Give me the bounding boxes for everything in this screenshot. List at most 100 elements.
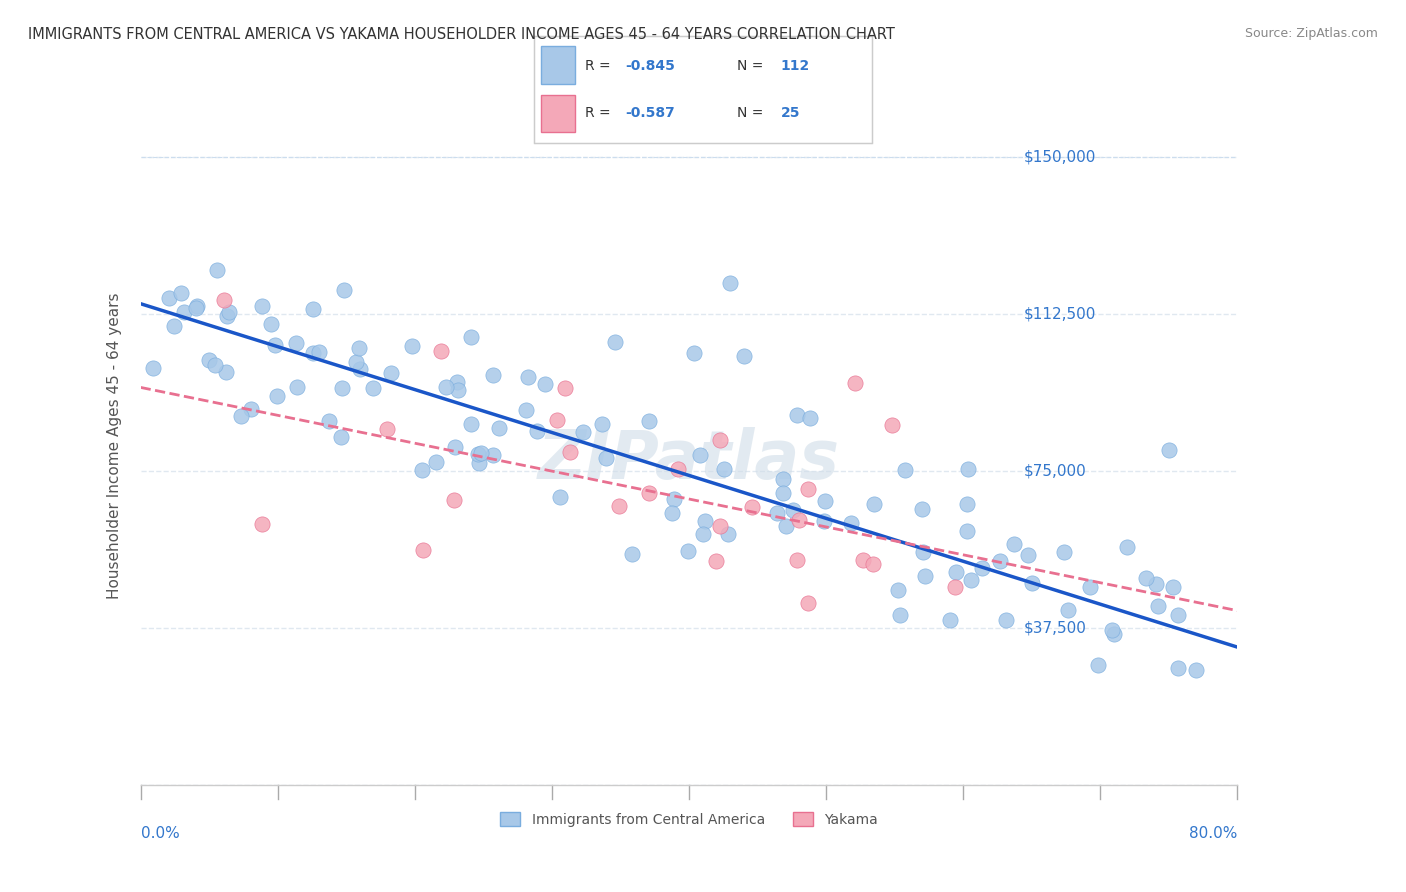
Point [766, 506, 789, 520]
Point [741, 500, 763, 514]
Point [285, 380, 308, 394]
Point [318, 414, 340, 428]
Point [263, 338, 285, 352]
Point [434, 380, 457, 394]
Point [266, 389, 288, 403]
Point [205, 263, 228, 277]
Point [638, 414, 661, 428]
Point [308, 344, 330, 359]
Point [1135, 570, 1157, 584]
FancyBboxPatch shape [541, 46, 575, 84]
Point [591, 417, 613, 431]
Point [796, 482, 818, 496]
Point [1056, 603, 1078, 617]
Point [572, 425, 595, 439]
Point [482, 448, 505, 462]
Point [1144, 576, 1167, 591]
Point [425, 455, 447, 469]
Point [1163, 580, 1185, 594]
Text: 0.0%: 0.0% [141, 826, 180, 840]
Point [713, 462, 735, 476]
Point [1167, 661, 1189, 675]
Point [250, 517, 273, 532]
Legend: Immigrants from Central America, Yakama: Immigrants from Central America, Yakama [494, 806, 884, 832]
Point [560, 445, 582, 459]
Point [693, 514, 716, 528]
Point [467, 456, 489, 470]
Text: 80.0%: 80.0% [1189, 826, 1237, 840]
Point [717, 527, 740, 541]
Point [939, 613, 962, 627]
Point [911, 545, 934, 559]
Point [797, 596, 820, 610]
Point [411, 463, 433, 477]
Point [302, 346, 325, 360]
Text: ZIPatlas: ZIPatlas [538, 426, 839, 492]
Point [344, 355, 367, 369]
Point [515, 402, 537, 417]
Point [488, 421, 510, 435]
Point [482, 368, 505, 382]
Point [173, 305, 195, 319]
Point [142, 360, 165, 375]
Point [862, 558, 884, 572]
Point [361, 381, 384, 395]
Point [1185, 663, 1208, 677]
Point [911, 501, 934, 516]
Point [1167, 608, 1189, 623]
Point [1101, 623, 1123, 637]
Point [852, 553, 875, 567]
Point [460, 417, 482, 432]
Text: -0.845: -0.845 [626, 59, 675, 72]
Point [887, 582, 910, 597]
Point [863, 497, 886, 511]
Point [772, 486, 794, 500]
Point [676, 544, 699, 558]
Text: 25: 25 [780, 106, 800, 120]
Point [1021, 575, 1043, 590]
Text: R =: R = [585, 106, 614, 120]
Point [446, 376, 468, 390]
Text: $150,000: $150,000 [1024, 150, 1095, 165]
Text: $75,000: $75,000 [1024, 464, 1087, 479]
Point [661, 506, 683, 520]
Point [218, 305, 240, 319]
Point [429, 343, 451, 358]
Point [960, 573, 983, 587]
Point [943, 580, 966, 594]
Point [163, 318, 186, 333]
Y-axis label: Householder Income Ages 45 - 64 years: Householder Income Ages 45 - 64 years [107, 293, 122, 599]
Text: 112: 112 [780, 59, 810, 72]
Point [517, 369, 540, 384]
Point [284, 336, 307, 351]
Point [733, 349, 755, 363]
Text: N =: N = [737, 59, 768, 72]
Point [546, 413, 568, 427]
Point [375, 422, 398, 436]
Point [534, 377, 557, 392]
Point [799, 411, 821, 425]
Point [215, 365, 238, 379]
Point [844, 376, 866, 390]
Point [470, 446, 492, 460]
Point [1087, 658, 1109, 673]
Point [204, 358, 226, 372]
Point [666, 462, 689, 476]
Point [889, 607, 911, 622]
Point [157, 291, 180, 305]
Point [240, 401, 263, 416]
Point [1157, 443, 1180, 458]
Point [1115, 540, 1137, 554]
Point [970, 561, 993, 575]
Point [554, 381, 576, 395]
Point [620, 547, 643, 561]
Point [333, 283, 356, 297]
Point [347, 341, 370, 355]
Point [682, 346, 704, 360]
Point [1002, 537, 1025, 551]
Point [330, 381, 353, 395]
Point [184, 301, 207, 315]
Point [550, 490, 572, 504]
Point [988, 554, 1011, 568]
Text: N =: N = [737, 106, 768, 120]
